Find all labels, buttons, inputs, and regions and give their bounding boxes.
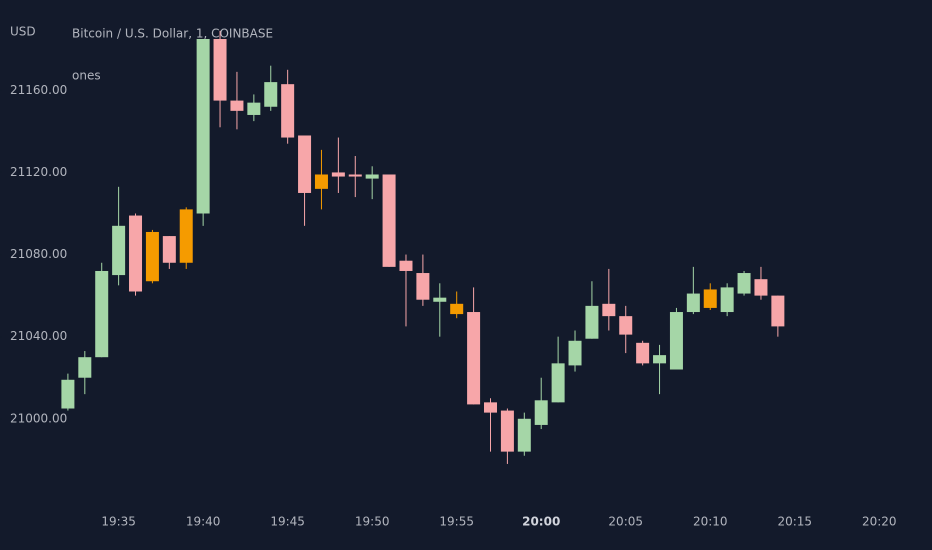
y-tick-label: 21040.00 bbox=[10, 329, 67, 343]
candle-body bbox=[450, 303, 464, 315]
candle-body bbox=[703, 289, 717, 308]
candle-body bbox=[331, 172, 345, 177]
y-tick-label: 21080.00 bbox=[10, 247, 67, 261]
chart-title: Bitcoin / U.S. Dollar, 1, COINBASE bbox=[72, 27, 273, 41]
candle-body bbox=[534, 400, 548, 425]
candle-body bbox=[129, 215, 143, 292]
x-tick-label: 20:00 bbox=[522, 515, 560, 529]
candle-body bbox=[298, 135, 312, 193]
candle-body bbox=[636, 342, 650, 364]
candle-body bbox=[78, 357, 92, 378]
candle-body bbox=[95, 270, 109, 358]
candle-body bbox=[213, 39, 227, 101]
x-tick-label: 20:05 bbox=[608, 515, 643, 529]
y-tick-label: 21120.00 bbox=[10, 165, 67, 179]
candle-body bbox=[771, 295, 785, 327]
candle-body bbox=[365, 174, 379, 179]
candle-body bbox=[179, 209, 193, 263]
x-tick-label: 20:10 bbox=[693, 515, 728, 529]
candle-body bbox=[602, 303, 616, 317]
candle-body bbox=[230, 100, 244, 111]
candle-body bbox=[61, 379, 75, 409]
x-tick-label: 20:15 bbox=[777, 515, 812, 529]
chart-subtitle: ones bbox=[72, 69, 101, 83]
candle-body bbox=[162, 236, 176, 263]
y-tick-label: 21160.00 bbox=[10, 83, 67, 97]
x-tick-label: 19:45 bbox=[270, 515, 305, 529]
candle-body bbox=[467, 312, 481, 405]
candle-body bbox=[754, 279, 768, 296]
candle-body bbox=[281, 84, 295, 138]
candle-body bbox=[568, 340, 582, 366]
x-tick-label: 19:50 bbox=[355, 515, 390, 529]
candle-body bbox=[416, 273, 430, 300]
candle-body bbox=[585, 305, 599, 339]
candle-body bbox=[433, 297, 447, 302]
candle-body bbox=[619, 316, 633, 335]
candle-body bbox=[484, 402, 497, 413]
candle-body bbox=[399, 260, 413, 271]
candle-body bbox=[348, 174, 362, 177]
candle-body bbox=[382, 174, 396, 267]
x-tick-label: 20:20 bbox=[862, 515, 897, 529]
axis-unit: USD bbox=[10, 25, 36, 39]
x-tick-label: 19:35 bbox=[101, 515, 136, 529]
candle-body bbox=[653, 355, 667, 364]
candle-body bbox=[196, 39, 210, 214]
candle-body bbox=[517, 418, 531, 452]
candle-body bbox=[264, 82, 278, 107]
candle-body bbox=[686, 293, 700, 313]
candle-body bbox=[247, 102, 261, 115]
y-tick-label: 21000.00 bbox=[10, 411, 67, 425]
candle-body bbox=[500, 410, 514, 452]
candle-body bbox=[112, 225, 126, 276]
x-tick-label: 19:55 bbox=[439, 515, 474, 529]
candle-body bbox=[551, 363, 565, 403]
x-tick-label: 19:40 bbox=[186, 515, 221, 529]
candle-body bbox=[314, 174, 328, 189]
candle-body bbox=[737, 273, 751, 294]
candle-body bbox=[669, 312, 683, 370]
candle-body bbox=[145, 231, 159, 282]
candle-body bbox=[720, 287, 734, 313]
